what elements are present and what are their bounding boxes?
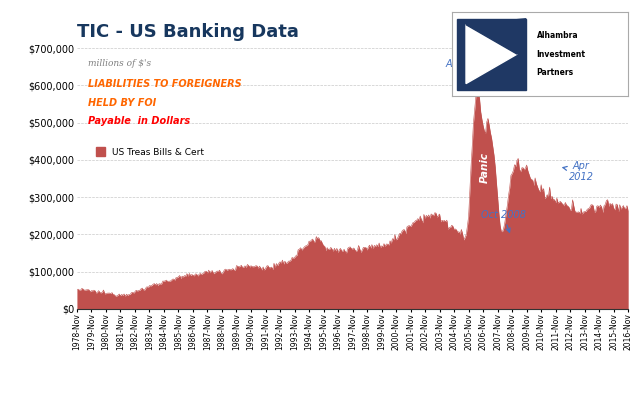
- Text: 1995: 1995: [309, 294, 338, 304]
- Polygon shape: [466, 25, 517, 84]
- Text: TIC - US Banking Data: TIC - US Banking Data: [77, 23, 299, 41]
- Polygon shape: [457, 19, 526, 89]
- Text: Aug 2009: Aug 2009: [445, 59, 493, 82]
- Text: HELD BY FOI: HELD BY FOI: [88, 98, 156, 107]
- Text: Investment: Investment: [537, 50, 585, 59]
- Text: LIABILITIES TO FOREIGNERS: LIABILITIES TO FOREIGNERS: [88, 79, 242, 89]
- Text: Payable  in Dollars: Payable in Dollars: [88, 116, 190, 126]
- Text: Apr
2012: Apr 2012: [563, 161, 594, 182]
- Text: Partners: Partners: [537, 68, 574, 77]
- Text: Panic: Panic: [479, 152, 489, 183]
- Legend: US Treas Bills & Cert: US Treas Bills & Cert: [92, 144, 208, 160]
- Text: millions of $'s: millions of $'s: [88, 59, 151, 67]
- Text: Alhambra: Alhambra: [537, 31, 578, 40]
- Text: Oct 2008: Oct 2008: [481, 210, 526, 232]
- Polygon shape: [466, 19, 526, 54]
